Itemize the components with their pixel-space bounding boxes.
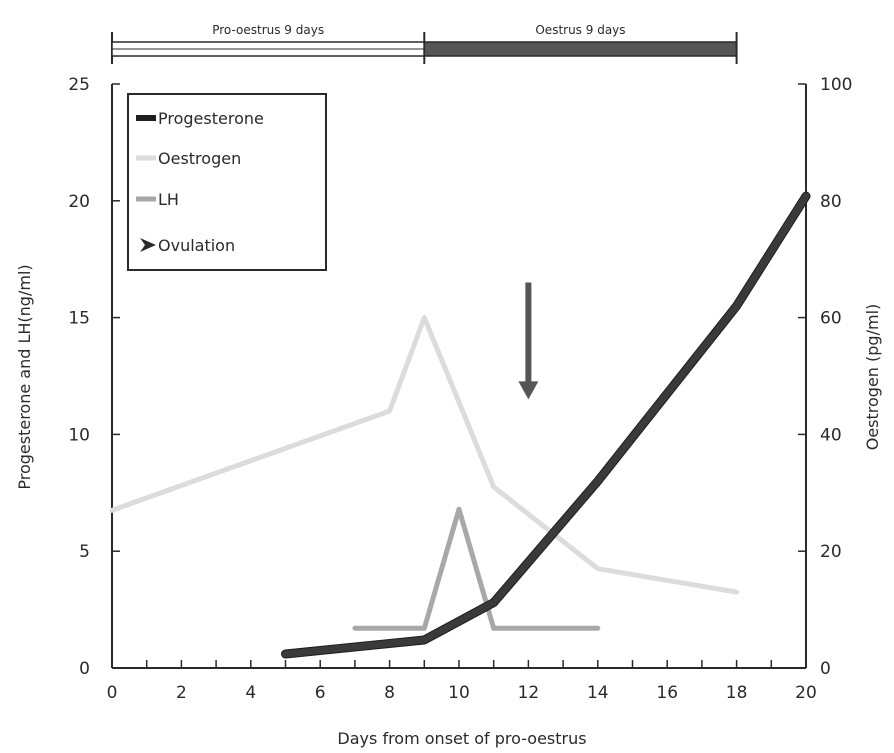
y-left-tick-label: 25 (68, 75, 90, 95)
y-right-tick-label: 80 (820, 192, 842, 212)
ovulation-legend-label: Ovulation (158, 236, 235, 255)
x-tick-label: 8 (384, 683, 395, 703)
y-right-tick-label: 60 (820, 309, 842, 329)
y-right-tick-label: 20 (820, 542, 842, 562)
x-tick-label: 12 (518, 683, 540, 703)
y-left-tick-label: 0 (79, 659, 90, 679)
x-axis-title: Days from onset of pro-oestrus (337, 729, 586, 748)
x-tick-label: 2 (176, 683, 187, 703)
progesterone-line (282, 192, 810, 658)
phase-label: Oestrus 9 days (535, 23, 625, 37)
oestrogen-line (109, 315, 740, 595)
y-right-tick-label: 0 (820, 659, 831, 679)
phase-label: Pro-oestrus 9 days (212, 23, 324, 37)
y-axis-left-title: Progesterone and LH(ng/ml) (15, 264, 34, 489)
x-tick-label: 18 (726, 683, 748, 703)
ovulation-marker (518, 282, 539, 400)
y-right-tick-label: 40 (820, 425, 842, 445)
y-left-tick-label: 10 (68, 425, 90, 445)
x-tick-label: 6 (315, 683, 326, 703)
y-right-tick-label: 100 (820, 75, 852, 95)
x-tick-label: 16 (656, 683, 678, 703)
phase-bar-segment (423, 41, 738, 57)
series-lines (109, 191, 811, 659)
x-tick-label: 14 (587, 683, 609, 703)
progesterone-line-outline (281, 191, 811, 659)
x-tick-label: 20 (795, 683, 817, 703)
x-tick-label: 0 (107, 683, 118, 703)
y-axis-right-title: Oestrogen (pg/ml) (863, 304, 882, 451)
y-left-tick-label: 15 (68, 309, 90, 329)
ovulation-arrow-head (518, 381, 539, 400)
x-tick-label: 10 (448, 683, 470, 703)
legend-box (127, 93, 327, 271)
ovulation-legend-arrow-icon (140, 238, 156, 252)
progesterone-legend-label: Progesterone (158, 109, 264, 128)
phase-bar: Pro-oestrus 9 days Oestrus 9 days (111, 23, 738, 64)
legend: Progesterone Oestrogen LH Ovulation (127, 93, 327, 271)
oestrogen-legend-label: Oestrogen (158, 149, 241, 168)
y-left-tick-label: 20 (68, 192, 90, 212)
y-left-tick-label: 5 (79, 542, 90, 562)
x-tick-label: 4 (245, 683, 256, 703)
lh-legend-label: LH (158, 190, 179, 209)
